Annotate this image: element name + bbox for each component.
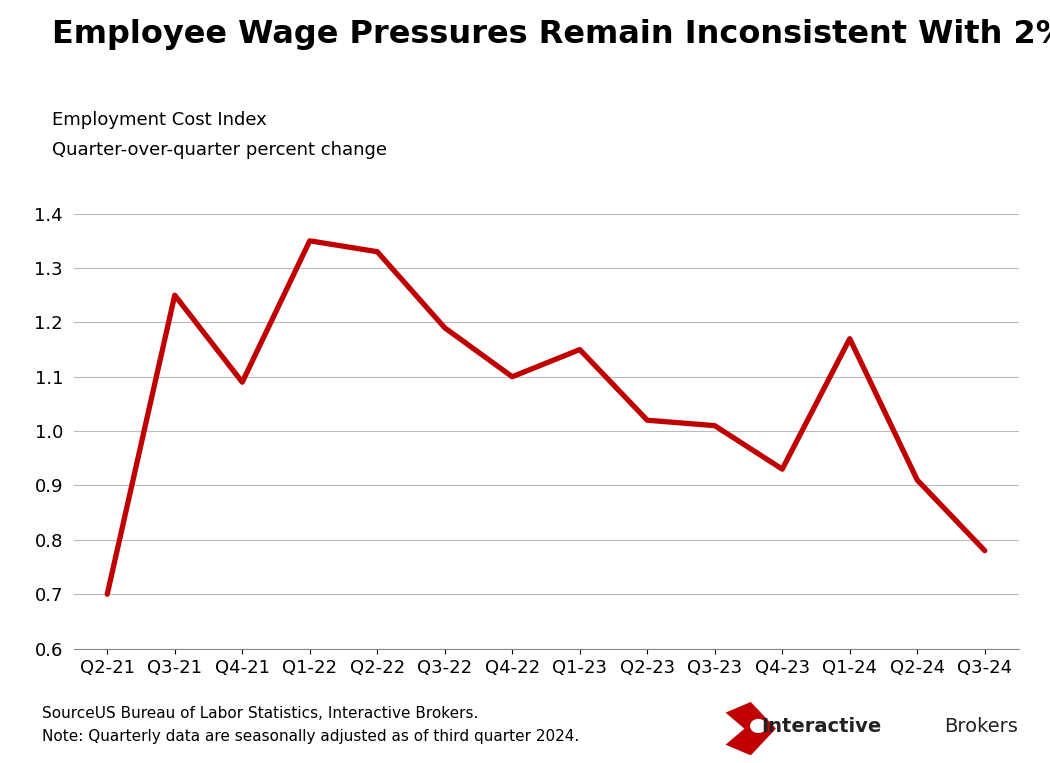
Text: Employment Cost Index: Employment Cost Index bbox=[52, 111, 268, 129]
Polygon shape bbox=[726, 702, 776, 755]
Text: SourceUS Bureau of Labor Statistics, Interactive Brokers.: SourceUS Bureau of Labor Statistics, Int… bbox=[42, 706, 479, 721]
Text: Interactive: Interactive bbox=[761, 717, 882, 736]
Text: Quarter-over-quarter percent change: Quarter-over-quarter percent change bbox=[52, 141, 387, 159]
Text: Note: Quarterly data are seasonally adjusted as of third quarter 2024.: Note: Quarterly data are seasonally adju… bbox=[42, 729, 580, 744]
Text: Brokers: Brokers bbox=[945, 717, 1018, 736]
Circle shape bbox=[751, 720, 765, 732]
Text: Employee Wage Pressures Remain Inconsistent With 2% Inflation: Employee Wage Pressures Remain Inconsist… bbox=[52, 19, 1050, 50]
